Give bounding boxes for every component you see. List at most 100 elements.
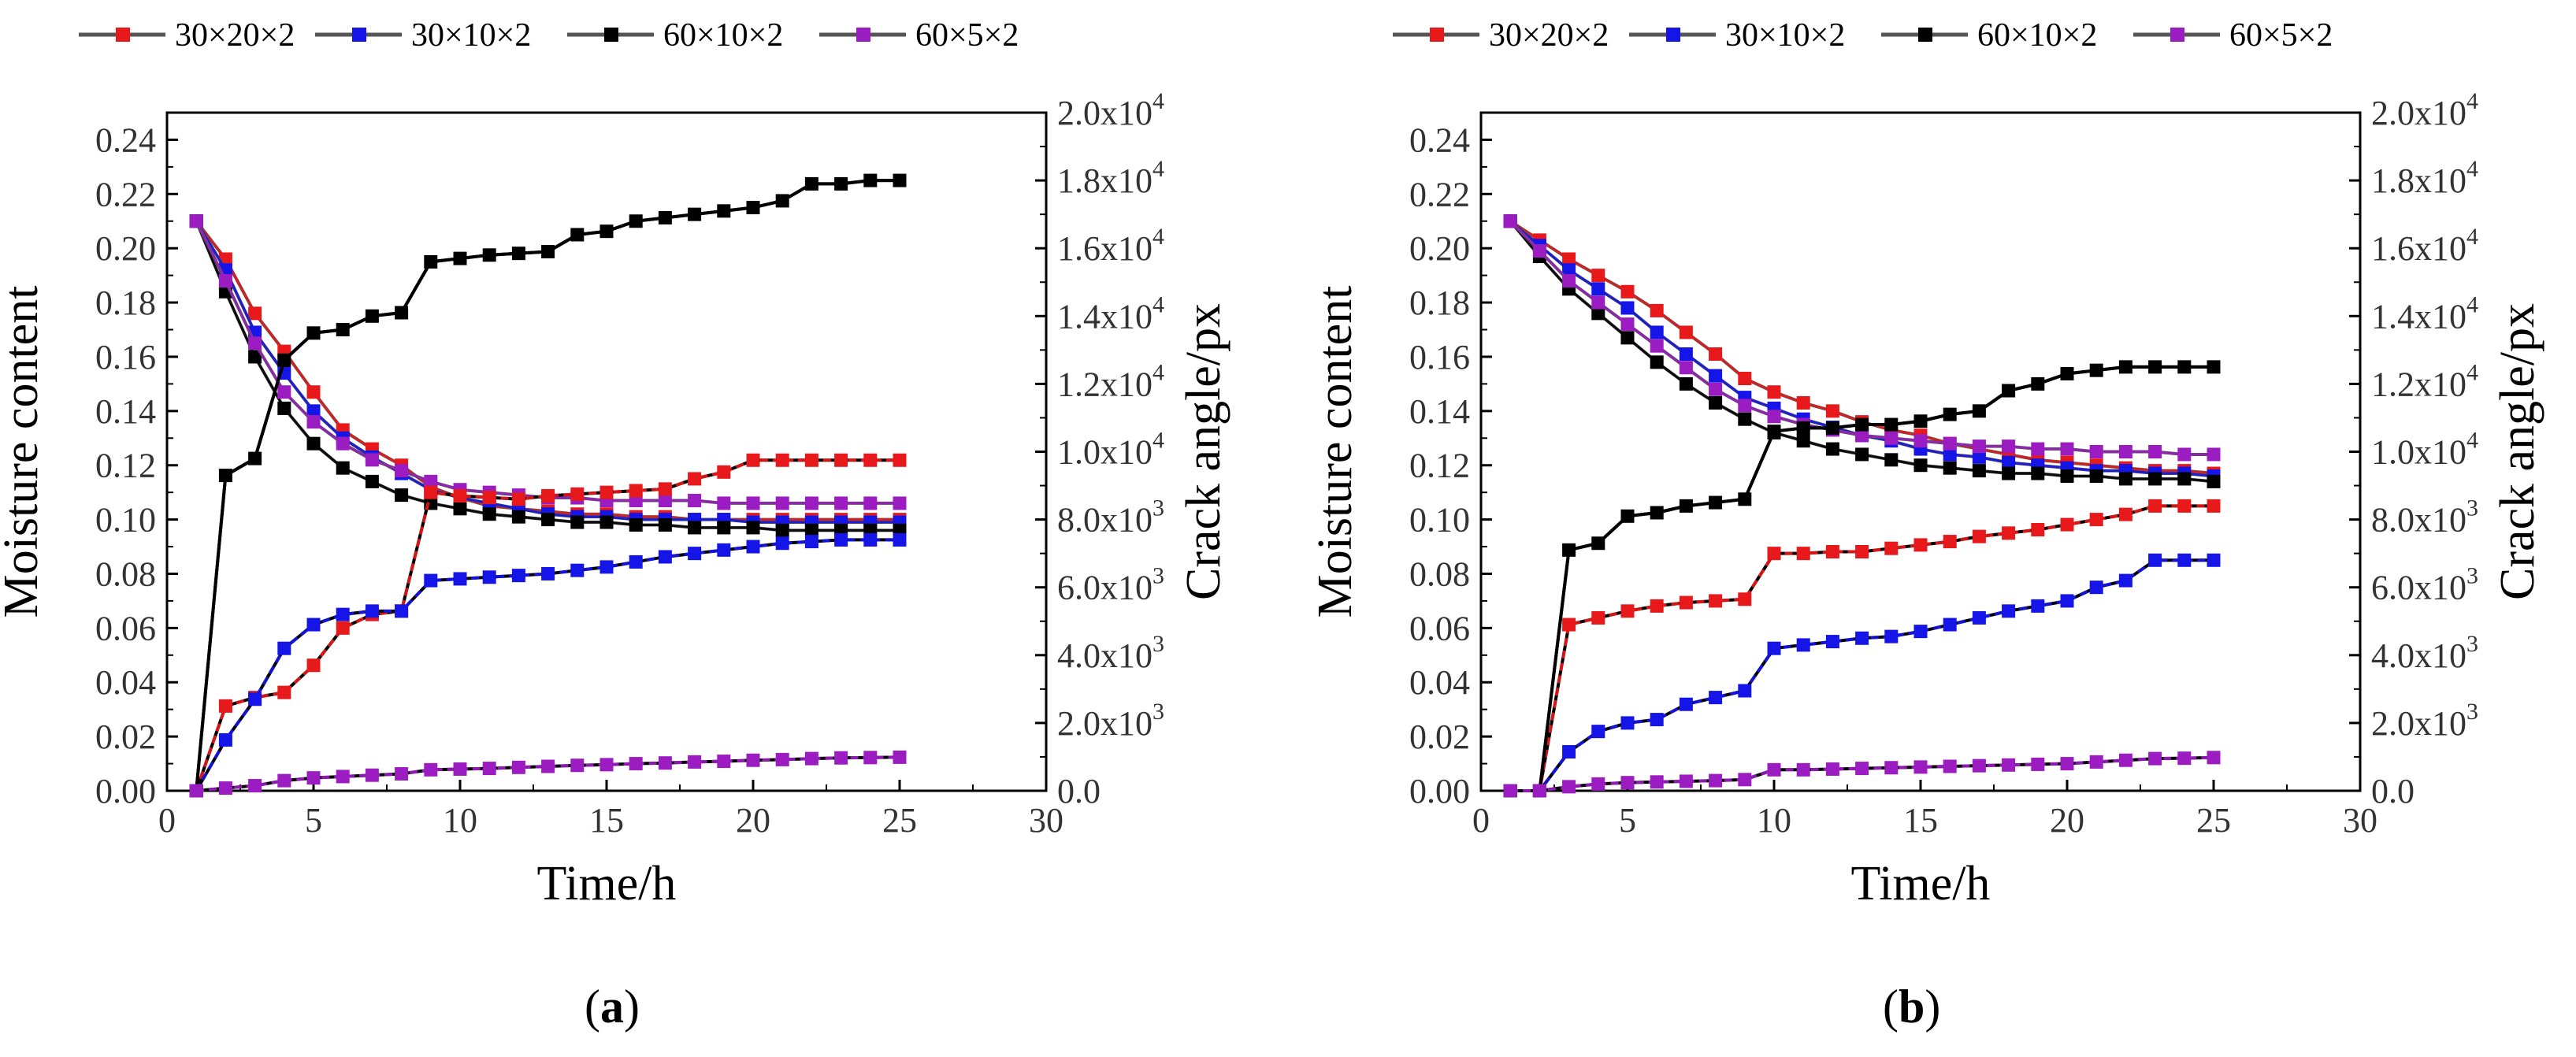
data-point-marker	[1620, 604, 1635, 618]
series-line-color-overlay	[1510, 558, 2214, 792]
data-point-marker	[424, 254, 438, 269]
data-point-marker	[1562, 543, 1576, 557]
data-point-marker	[1620, 317, 1635, 332]
y-left-tick-label: 0.12	[1409, 447, 1470, 485]
data-point-marker	[1884, 629, 1899, 643]
y-right-tick-label: 2.0x104	[1057, 88, 1164, 132]
data-point-marker	[1913, 458, 1928, 473]
data-point-marker	[1767, 547, 1781, 561]
data-point-marker	[511, 510, 525, 524]
data-point-marker	[570, 563, 585, 577]
legend: 30×20×2 30×10×2 60×10×2 60×5×2	[79, 17, 1019, 54]
data-point-marker	[1650, 303, 1664, 317]
data-point-marker	[1943, 407, 1957, 421]
data-point-marker	[1767, 410, 1781, 424]
data-point-marker	[1562, 744, 1576, 758]
data-point-marker	[629, 214, 643, 228]
y-right-tick-label: 2.0x103	[1057, 699, 1164, 743]
data-point-marker	[1650, 775, 1664, 789]
data-point-marker	[1796, 434, 1810, 448]
data-point-marker	[1591, 536, 1605, 551]
data-point-marker	[1738, 773, 1752, 787]
y-left-tick-label: 0.10	[1409, 501, 1470, 540]
data-point-marker	[599, 515, 614, 529]
data-point-marker	[1503, 214, 1517, 228]
data-point-marker	[306, 658, 321, 673]
data-point-marker	[629, 757, 643, 771]
data-point-marker	[2031, 523, 2045, 537]
data-point-marker	[2118, 753, 2132, 767]
data-point-marker	[541, 759, 555, 773]
data-point-marker	[863, 173, 878, 187]
data-point-marker	[1709, 495, 1723, 510]
data-point-marker	[717, 465, 731, 479]
panel-label-a-letter: a	[599, 981, 624, 1033]
data-point-marker	[306, 385, 321, 399]
data-point-marker	[599, 224, 614, 239]
data-point-marker	[570, 487, 585, 501]
data-point-marker	[2118, 445, 2132, 458]
series-line-color-overlay	[195, 220, 900, 524]
data-point-marker	[1884, 431, 1899, 445]
data-point-marker	[2177, 751, 2192, 766]
data-point-marker	[658, 517, 672, 532]
data-point-marker	[746, 201, 760, 215]
y-right-tick-label: 4.0x103	[2371, 631, 2478, 675]
y-left-axis-label: Moisture content	[0, 286, 48, 618]
data-point-marker	[658, 550, 672, 564]
data-point-marker	[2089, 469, 2103, 483]
data-point-marker	[1679, 361, 1693, 375]
data-point-marker	[775, 194, 789, 208]
data-point-marker	[365, 768, 379, 782]
data-point-marker	[1620, 284, 1635, 299]
data-point-marker	[277, 685, 291, 699]
data-point-marker	[834, 453, 848, 467]
data-point-marker	[834, 176, 848, 191]
y-axis-left: 0.00 0.02 0.04 0.06 0.08 0.10 0.12 0.14 0.16 0.18…	[1308, 112, 1492, 810]
data-point-marker	[1972, 404, 1986, 418]
data-point-marker	[482, 248, 496, 262]
y-left-tick-label: 0.02	[95, 718, 156, 756]
series-line-right-1	[1510, 558, 2214, 792]
data-point-marker	[248, 692, 262, 707]
y-right-tick-label: 1.8x104	[1057, 156, 1164, 200]
series-group	[189, 173, 907, 798]
data-point-marker	[1650, 325, 1664, 339]
data-point-marker	[1709, 382, 1723, 396]
data-point-marker	[1738, 592, 1752, 606]
data-point-marker	[1591, 777, 1605, 791]
data-point-marker	[2118, 472, 2132, 486]
data-point-marker	[2060, 757, 2074, 771]
data-point-marker	[1709, 773, 1723, 788]
x-tick-label: 25	[2196, 801, 2231, 840]
y-left-tick-label: 0.20	[1409, 229, 1470, 268]
chart-panel-b: 0 5 10 15 20 25 30Time/h0.000.020.040.060.080.…	[1308, 17, 2544, 911]
data-point-marker	[1855, 447, 1869, 462]
y-left-tick-label: 0.12	[95, 447, 156, 485]
data-point-marker	[277, 773, 291, 788]
data-point-marker	[1591, 282, 1605, 296]
data-point-marker	[1679, 325, 1693, 339]
data-point-marker	[688, 493, 702, 507]
data-point-marker	[1738, 399, 1752, 413]
series-line-left-1	[195, 220, 900, 525]
data-point-marker	[306, 618, 321, 632]
data-point-marker	[395, 604, 409, 618]
data-point-marker	[2031, 442, 2045, 456]
data-point-marker	[804, 496, 818, 510]
y-left-tick-label: 0.22	[95, 175, 156, 213]
data-point-marker	[1562, 274, 1576, 288]
data-point-marker	[775, 496, 789, 510]
x-tick-label: 5	[1619, 801, 1636, 840]
data-point-marker	[1767, 641, 1781, 655]
data-point-marker	[453, 572, 467, 586]
legend-label: 60×5×2	[915, 17, 1019, 54]
y-left-tick-label: 0.04	[95, 663, 156, 702]
y-left-tick-label: 0.14	[1409, 392, 1470, 431]
data-point-marker	[248, 350, 262, 364]
legend-marker	[1918, 28, 1932, 42]
data-point-marker	[2089, 513, 2103, 527]
x-tick-label: 25	[882, 801, 917, 840]
data-point-marker	[453, 502, 467, 516]
data-point-marker	[248, 336, 262, 350]
